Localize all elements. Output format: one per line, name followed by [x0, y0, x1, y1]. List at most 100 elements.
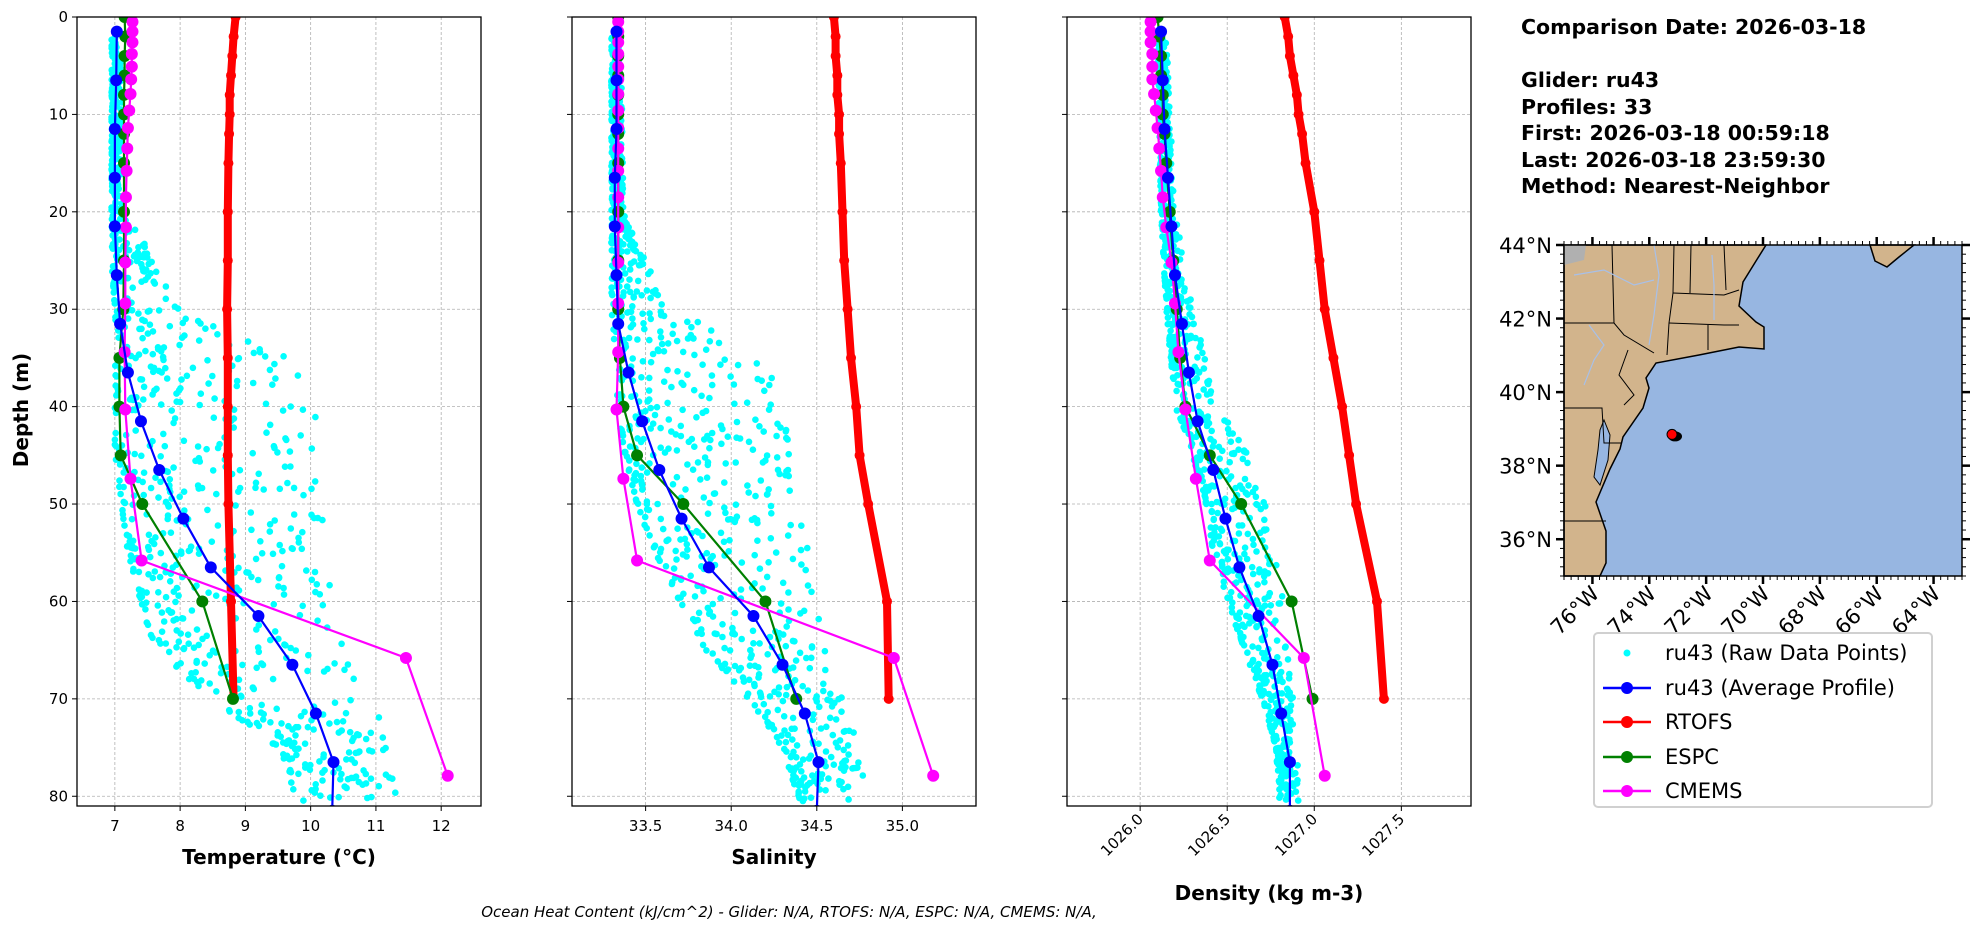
raw-data-point — [841, 757, 848, 765]
raw-data-point — [685, 438, 693, 446]
raw-data-point — [308, 787, 316, 794]
raw-data-point — [677, 432, 685, 440]
raw-data-point — [152, 474, 159, 482]
raw-data-point — [1228, 609, 1236, 616]
series-marker — [612, 256, 625, 269]
raw-data-point — [714, 658, 722, 665]
raw-data-point — [773, 454, 781, 461]
raw-data-point — [1164, 314, 1172, 322]
raw-data-point — [180, 437, 188, 445]
raw-data-point — [1276, 779, 1283, 786]
series-marker — [224, 128, 235, 139]
raw-data-point — [1265, 609, 1273, 616]
x-tick-label: 1027.0 — [1271, 810, 1321, 860]
raw-data-point — [732, 501, 740, 509]
raw-data-point — [1206, 484, 1213, 492]
raw-data-point — [1239, 455, 1247, 463]
series-marker — [830, 31, 841, 42]
raw-data-point — [1230, 449, 1238, 457]
raw-data-point — [308, 485, 315, 493]
raw-data-point — [135, 586, 143, 593]
raw-data-point — [1226, 458, 1233, 466]
raw-data-point — [179, 615, 187, 622]
raw-data-point — [1241, 550, 1248, 558]
raw-data-point — [738, 635, 745, 643]
raw-data-point — [745, 489, 752, 496]
raw-data-point — [1237, 636, 1245, 643]
raw-data-point — [629, 245, 637, 252]
raw-data-point — [192, 457, 199, 465]
raw-data-point — [128, 307, 136, 314]
raw-data-point — [136, 325, 143, 333]
raw-data-point — [261, 353, 269, 360]
raw-data-point — [657, 328, 664, 335]
raw-data-point — [630, 488, 638, 496]
raw-data-point — [626, 288, 634, 296]
raw-data-point — [753, 360, 761, 367]
raw-data-point — [116, 483, 123, 491]
plot-area — [1144, 17, 1389, 806]
raw-data-point — [647, 358, 655, 366]
raw-data-point — [1278, 690, 1286, 697]
raw-data-point — [663, 537, 670, 545]
raw-data-point — [299, 528, 306, 536]
raw-data-point — [771, 666, 779, 674]
raw-data-point — [740, 678, 748, 685]
series-marker — [222, 206, 233, 217]
legend-item: ru43 (Average Profile) — [1595, 671, 1931, 705]
raw-data-point — [171, 303, 179, 311]
raw-data-point — [303, 567, 310, 574]
raw-data-point — [792, 774, 800, 782]
series-marker — [608, 171, 621, 184]
raw-data-point — [778, 732, 785, 739]
raw-data-point — [669, 578, 676, 586]
raw-data-point — [683, 553, 690, 560]
raw-data-point — [1196, 344, 1203, 351]
glider-location-map: 44°N42°N40°N38°N36°N76°W74°W72°W70°W68°W… — [1499, 234, 1970, 640]
raw-data-point — [658, 340, 666, 348]
series-marker — [114, 449, 127, 462]
chesapeake-bay — [1593, 418, 1611, 487]
raw-data-point — [149, 328, 157, 335]
series-marker — [851, 401, 862, 412]
raw-data-point — [709, 552, 716, 560]
series-marker — [309, 707, 322, 720]
raw-data-point — [1216, 540, 1224, 548]
lat-label: 44°N — [1499, 234, 1552, 258]
raw-data-point — [645, 270, 652, 278]
raw-data-point — [1244, 649, 1251, 656]
raw-data-point — [339, 718, 347, 725]
raw-data-point — [637, 472, 645, 480]
series-marker — [1219, 512, 1232, 525]
x-tick-label: 1026.5 — [1184, 810, 1234, 860]
series-marker — [1179, 403, 1192, 416]
raw-data-point — [1215, 443, 1223, 451]
y-tick-label: 30 — [49, 300, 68, 318]
raw-data-point — [799, 682, 806, 690]
raw-data-point — [267, 719, 274, 726]
raw-data-point — [797, 546, 805, 554]
raw-data-point — [1197, 337, 1204, 344]
legend-marker — [1621, 785, 1633, 797]
series-marker — [399, 651, 412, 664]
raw-data-point — [684, 335, 692, 342]
raw-data-point — [170, 617, 177, 624]
raw-data-point — [719, 425, 726, 433]
raw-data-point — [1187, 304, 1194, 312]
series-marker — [1300, 158, 1311, 169]
raw-data-point — [1261, 578, 1268, 586]
raw-data-point — [278, 562, 286, 570]
series-marker — [1165, 256, 1178, 269]
raw-data-point — [643, 469, 651, 476]
raw-data-point — [307, 761, 314, 769]
raw-data-point — [664, 340, 672, 347]
raw-data-point — [647, 315, 655, 323]
series-marker — [1297, 651, 1310, 664]
legend-symbol — [1603, 716, 1651, 728]
raw-data-point — [232, 502, 239, 509]
raw-data-point — [172, 598, 179, 606]
raw-data-point — [299, 602, 307, 610]
raw-data-point — [698, 392, 705, 400]
series-marker — [134, 415, 147, 428]
raw-data-point — [1163, 308, 1170, 316]
